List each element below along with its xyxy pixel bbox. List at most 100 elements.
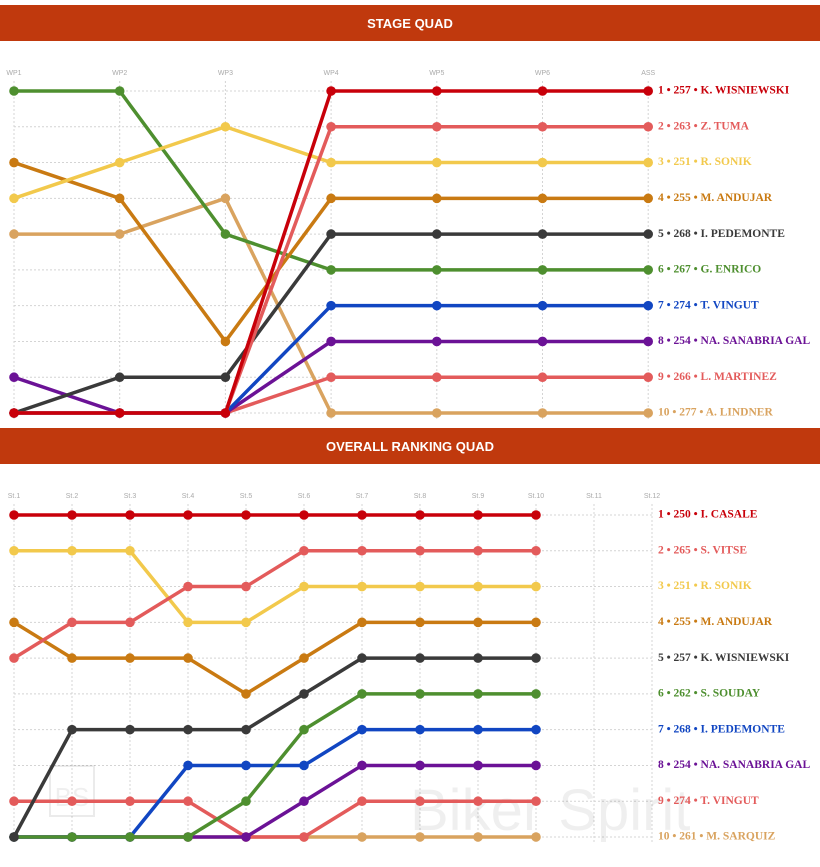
series-point xyxy=(643,157,653,168)
legend-entry: 8 • 254 • NA. SANABRIA GAL xyxy=(658,335,810,347)
series-point xyxy=(220,336,231,347)
series-point xyxy=(643,265,653,275)
series-point xyxy=(537,229,548,239)
legend-entry: 8 • 254 • NA. SANABRIA GAL xyxy=(658,759,810,771)
series-point xyxy=(241,617,251,628)
series-point xyxy=(415,545,425,556)
series-point xyxy=(183,724,193,735)
series-point xyxy=(531,796,541,807)
series-point xyxy=(326,229,336,239)
series-point xyxy=(125,617,135,628)
series-line xyxy=(14,799,536,839)
series-point xyxy=(473,832,483,842)
series-point xyxy=(415,724,425,735)
x-tick-label: St.10 xyxy=(528,493,544,500)
series-point xyxy=(357,510,367,520)
series-point xyxy=(241,832,251,842)
series-point xyxy=(183,832,193,842)
legend-entry: 2 • 265 • S. VITSE xyxy=(658,544,747,556)
series-point xyxy=(415,510,425,520)
legend-entry: 2 • 263 • Z. TUMA xyxy=(658,120,750,132)
series-point xyxy=(537,372,548,383)
series-line xyxy=(14,549,536,625)
series-point xyxy=(537,408,548,418)
series-point xyxy=(531,724,541,735)
series-point xyxy=(125,510,135,520)
series-point xyxy=(241,510,251,520)
series-point xyxy=(114,157,125,168)
series-point xyxy=(220,408,231,418)
series-point xyxy=(643,229,653,239)
x-tick-label: WP4 xyxy=(324,70,339,77)
series-point xyxy=(299,796,309,807)
x-tick-label: WP2 xyxy=(112,70,127,77)
series-point xyxy=(326,372,336,383)
series-point xyxy=(183,760,193,771)
series-line xyxy=(12,656,536,838)
series-point xyxy=(241,724,251,735)
series-point xyxy=(9,86,19,96)
series-point xyxy=(125,653,135,663)
series-point xyxy=(9,229,19,239)
series-point xyxy=(125,796,135,807)
chart-title: OVERALL RANKING QUAD xyxy=(326,439,494,454)
series-point xyxy=(643,372,653,383)
series-point xyxy=(432,265,442,275)
series-point xyxy=(357,796,367,807)
series-point xyxy=(643,336,653,347)
series-point xyxy=(537,336,548,347)
series-point xyxy=(125,545,135,556)
x-tick-label: WP3 xyxy=(218,70,233,77)
series-point xyxy=(643,121,653,132)
series-point xyxy=(415,617,425,628)
series-point xyxy=(125,832,135,842)
series-point xyxy=(299,653,309,663)
x-tick-label: WP6 xyxy=(535,70,550,77)
series-line xyxy=(14,692,536,839)
series-point xyxy=(9,832,19,842)
series-point xyxy=(537,300,548,311)
series-point xyxy=(432,408,442,418)
series-point xyxy=(432,229,442,239)
series-point xyxy=(643,300,653,311)
series-point xyxy=(432,372,442,383)
legend-entry: 6 • 267 • G. ENRICO xyxy=(658,264,761,276)
legend-entry: 5 • 268 • I. PEDEMONTE xyxy=(658,228,785,240)
legend-entry: 1 • 250 • I. CASALE xyxy=(658,509,758,521)
legend-entry: 6 • 262 • S. SOUDAY xyxy=(658,688,761,700)
series-point xyxy=(537,121,548,132)
series-point xyxy=(183,581,193,592)
series-point xyxy=(473,510,483,520)
series-point xyxy=(432,86,442,96)
series-point xyxy=(183,617,193,628)
series-point xyxy=(643,193,653,204)
series-point xyxy=(9,372,19,383)
series-point xyxy=(643,408,653,418)
series-point xyxy=(183,510,193,520)
legend-entry: 10 • 261 • M. SARQUIZ xyxy=(658,831,776,843)
series-point xyxy=(326,336,336,347)
legend-entry: 1 • 257 • K. WISNIEWSKI xyxy=(658,85,790,97)
series-point xyxy=(357,653,367,663)
series-point xyxy=(114,372,125,383)
series-point xyxy=(183,796,193,807)
series-point xyxy=(241,689,251,699)
series-point xyxy=(531,832,541,842)
series-point xyxy=(357,760,367,771)
series-point xyxy=(415,581,425,592)
series-point xyxy=(415,832,425,842)
legend-entry: 7 • 268 • I. PEDEMONTE xyxy=(658,723,785,735)
series-point xyxy=(114,229,125,239)
legend-entry: 9 • 266 • L. MARTINEZ xyxy=(658,371,777,383)
legend-entry: 3 • 251 • R. SONIK xyxy=(658,156,752,168)
x-tick-label: St.8 xyxy=(414,493,427,500)
series-point xyxy=(326,300,336,311)
legend-entry: 9 • 274 • T. VINGUT xyxy=(658,795,759,807)
series-line xyxy=(14,89,649,415)
series-point xyxy=(432,300,442,311)
series-point xyxy=(473,545,483,556)
watermark-logo-box xyxy=(49,765,95,817)
series-point xyxy=(473,796,483,807)
x-tick-label: St.2 xyxy=(66,493,79,500)
